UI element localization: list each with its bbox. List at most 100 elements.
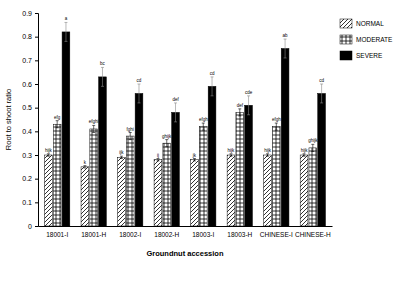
significance-letter: ghijk [308,138,318,143]
error-bar [47,154,50,156]
bar [272,127,280,226]
significance-letter: hijk [228,148,236,153]
chart: 00.10.20.30.40.50.60.70.80.918001-I18001… [0,0,402,281]
bar [300,155,308,226]
bar [236,112,244,226]
legend-item: NORMAL [340,19,384,28]
significance-letter: cd [137,78,142,83]
y-tick: 0.9 [22,10,38,17]
error-bar [129,133,132,140]
bar [281,49,289,227]
y-tick-label: 0 [28,223,32,230]
significance-letter: bc [100,61,106,66]
bar [45,155,53,226]
significance-letter: ijk [119,150,124,155]
y-tick-mark [35,131,38,132]
error-bar [266,154,269,156]
error-bar [284,39,287,58]
error-bar [64,22,67,41]
legend-swatch [340,19,352,28]
significance-letter: efg [54,115,61,120]
bar [62,32,70,226]
y-axis: 0 0.1 0.2 0.3 0.4 0.5 0.6 0.7 0.8 0.9 [22,10,38,230]
bar [172,112,180,226]
error-bar [56,121,59,128]
error-bar [156,159,159,161]
significance-letter: hijk [301,148,309,153]
x-tick: 18003-H [227,226,252,238]
x-tick-label: 18002-H [154,231,179,238]
y-axis-line [35,14,39,227]
bar [199,127,207,226]
y-tick: 0.8 [22,33,38,40]
significance-letter: k [84,160,87,165]
significance-letter: ab [283,33,289,38]
y-tick: 0 [28,223,38,230]
significance-letter: a [65,16,68,21]
x-tick-label: 18001-I [46,231,68,238]
x-axis-title: Groundnut accession [146,249,224,258]
y-tick-label: 0.2 [22,175,32,182]
significance-letter: ij [157,153,159,158]
y-tick-mark [35,202,38,203]
x-tick-label: 18003-I [192,231,214,238]
error-bar [165,140,168,147]
bar [163,143,171,226]
error-bar [238,109,241,116]
y-tick: 0.3 [22,152,38,159]
bar [154,160,162,226]
significance-letter: cd [210,71,215,76]
y-tick-label: 0.9 [22,10,32,17]
bar [53,124,61,226]
y-tick: 0.4 [22,128,38,135]
legend-item: SEVERE [340,51,383,60]
x-tick: 18002-H [154,226,179,238]
y-tick-mark [35,84,38,85]
legend-swatch [340,51,352,60]
significance-letter: cde [245,90,253,95]
y-tick-label: 0.6 [22,81,32,88]
error-bar [247,96,250,115]
legend-item: MODERATE [340,35,393,44]
bar [90,129,98,226]
significance-letter: def [172,97,179,102]
y-tick-mark [35,155,38,156]
error-bar [320,84,323,103]
y-tick-label: 0.5 [22,104,32,111]
y-tick: 0.5 [22,104,38,111]
significance-letter: efgh [272,117,281,122]
significance-letter: efghi [89,119,99,124]
plot: 00.10.20.30.40.50.60.70.80.918001-I18001… [22,10,332,238]
y-tick-mark [35,179,38,180]
bar [118,157,126,226]
significance-letter: hijk [264,148,272,153]
legend-label: SEVERE [356,52,383,59]
legend: NORMAL MODERATE SEVERE [340,19,393,60]
error-bar [137,84,140,103]
x-tick-label: 18002-I [119,231,141,238]
bar [99,77,107,226]
y-tick-mark [35,108,38,109]
error-bar [211,77,214,96]
y-tick-label: 0.8 [22,33,32,40]
legend-label: NORMAL [356,20,384,27]
error-bar [174,103,177,122]
y-tick-mark [35,13,38,14]
significance-letter: jk [192,153,197,158]
y-tick: 0.7 [22,57,38,64]
significance-letter: cd [319,78,324,83]
significance-letter: def [237,103,244,108]
bars [45,22,326,226]
bar [309,148,317,226]
y-axis-title: Root to shoot ratio [4,89,13,150]
bar [318,93,326,226]
y-tick-label: 0.1 [22,199,32,206]
bar [245,105,253,226]
error-bar [120,156,123,158]
y-tick: 0.2 [22,175,38,182]
significance-letter: ghijk [162,134,172,139]
x-tick: 18002-I [119,226,141,238]
x-axis: 18001-I18001-H18002-I18002-H18003-I18003… [39,226,333,238]
bar [208,86,216,226]
y-tick-mark [35,60,38,61]
